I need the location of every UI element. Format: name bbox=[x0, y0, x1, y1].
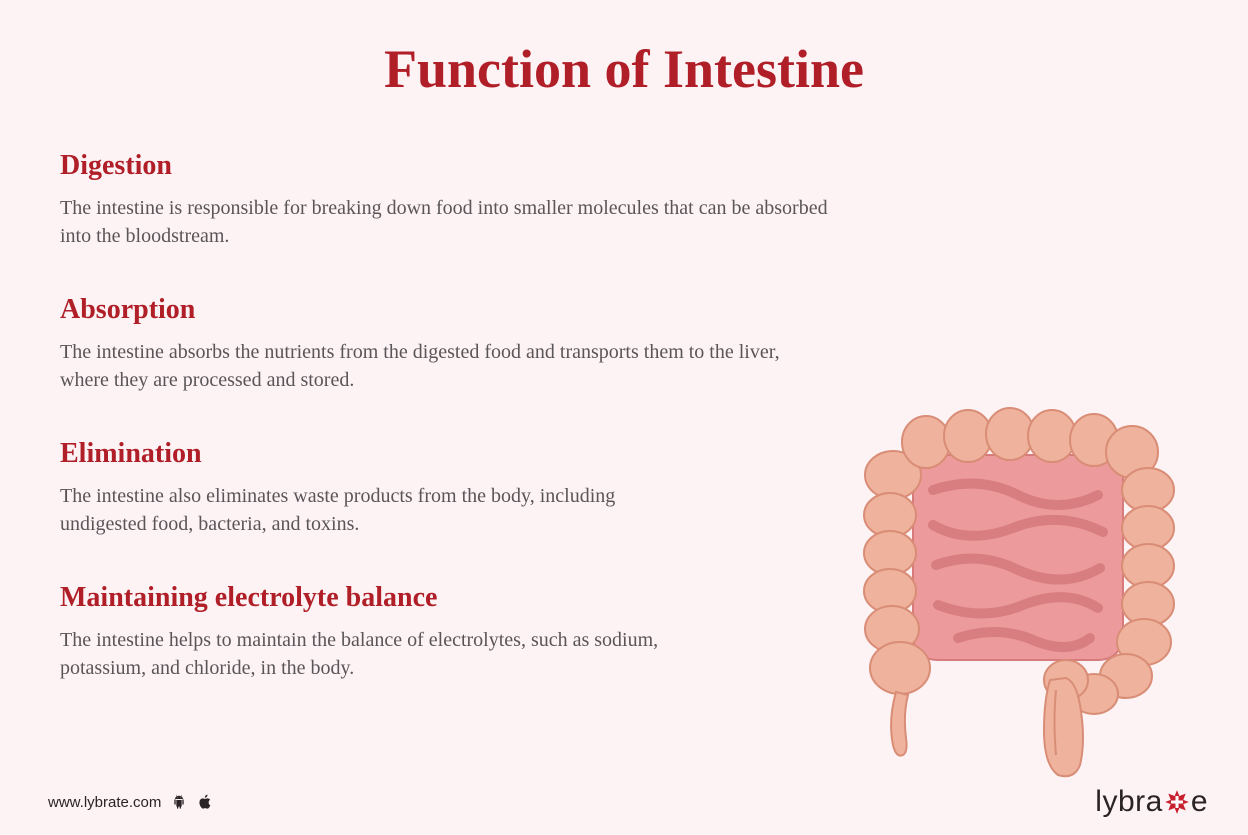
section-absorption: Absorption The intestine absorbs the nut… bbox=[60, 294, 840, 394]
footer: www.lybrate.com lybra e bbox=[0, 785, 1248, 819]
apple-icon bbox=[197, 794, 213, 810]
brand-prefix: lybra bbox=[1095, 785, 1163, 819]
section-digestion: Digestion The intestine is responsible f… bbox=[60, 150, 840, 250]
section-elimination: Elimination The intestine also eliminate… bbox=[60, 438, 840, 538]
section-heading: Absorption bbox=[60, 294, 840, 326]
footer-left: www.lybrate.com bbox=[48, 794, 213, 811]
section-body: The intestine absorbs the nutrients from… bbox=[60, 338, 800, 394]
section-body: The intestine helps to maintain the bala… bbox=[60, 626, 680, 682]
section-electrolyte: Maintaining electrolyte balance The inte… bbox=[60, 582, 840, 682]
brand-suffix: e bbox=[1191, 785, 1208, 819]
plus-icon bbox=[1164, 789, 1190, 815]
brand-logo: lybra e bbox=[1095, 785, 1208, 819]
section-heading: Digestion bbox=[60, 150, 840, 182]
section-body: The intestine is responsible for breakin… bbox=[60, 194, 840, 250]
section-heading: Elimination bbox=[60, 438, 840, 470]
android-icon bbox=[171, 794, 187, 810]
section-body: The intestine also eliminates waste prod… bbox=[60, 482, 680, 538]
section-heading: Maintaining electrolyte balance bbox=[60, 582, 840, 614]
footer-url: www.lybrate.com bbox=[48, 794, 161, 811]
page-title: Function of Intestine bbox=[0, 0, 1248, 100]
intestine-illustration bbox=[818, 360, 1218, 780]
